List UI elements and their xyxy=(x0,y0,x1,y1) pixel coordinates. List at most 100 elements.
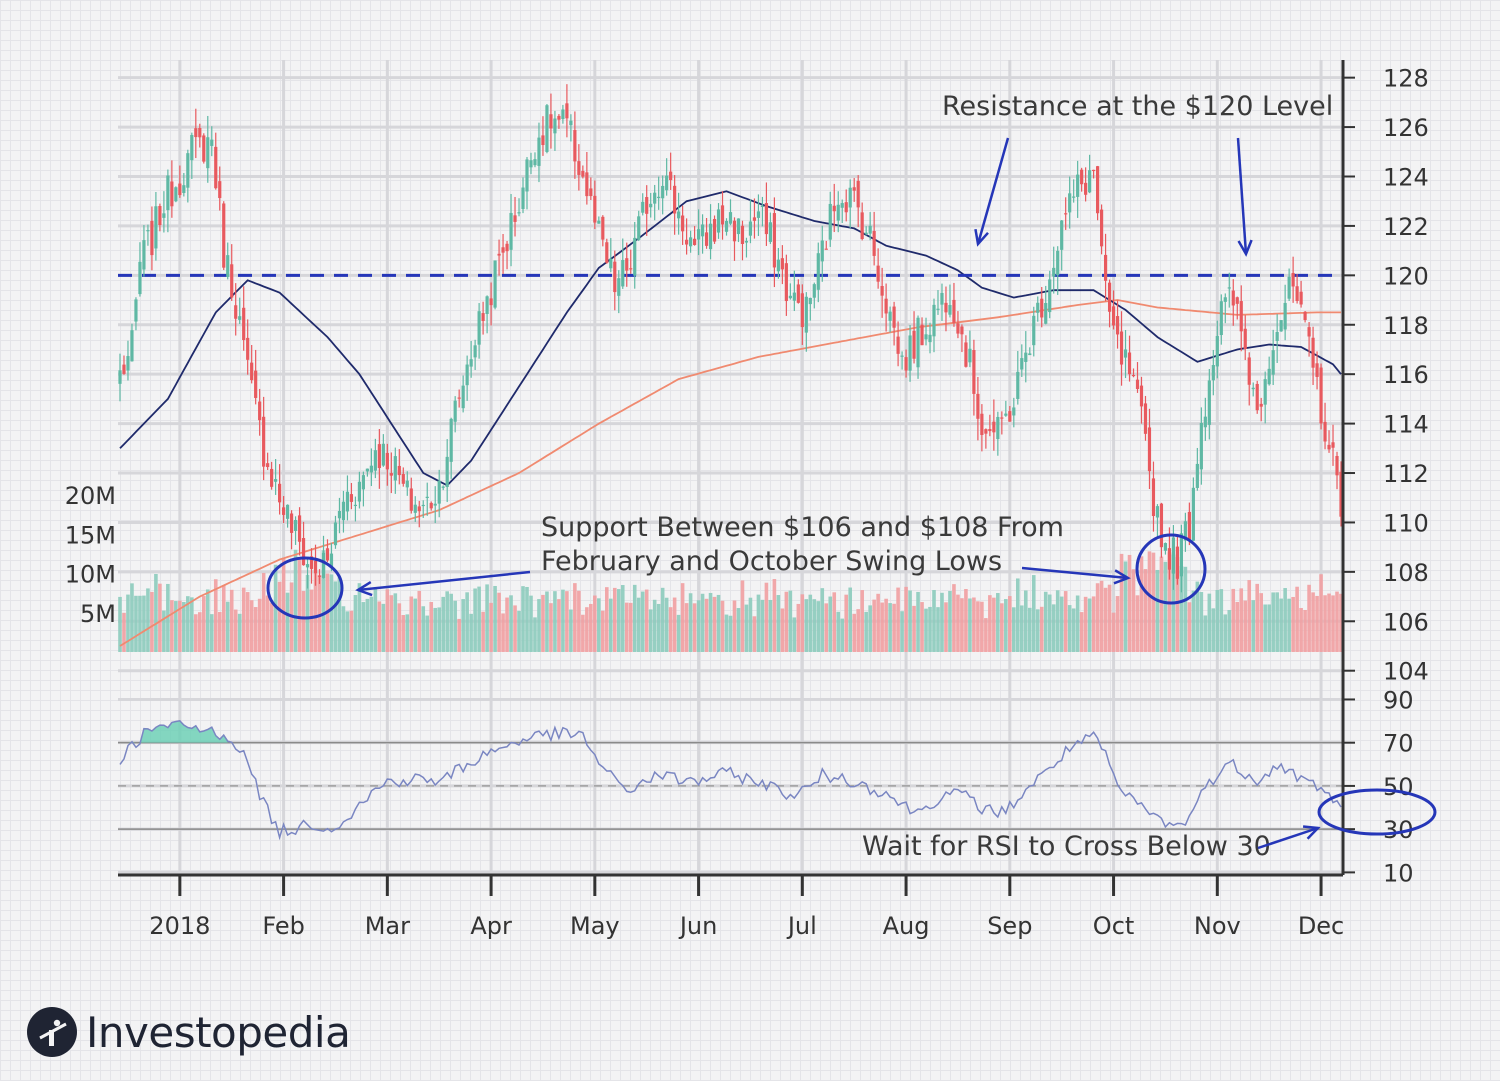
volume-bar-105 xyxy=(537,599,541,652)
candle-body-306 xyxy=(1339,471,1343,517)
brand-name: Investopedia xyxy=(86,1007,351,1057)
volume-bar-109 xyxy=(553,591,557,652)
candle-body-133 xyxy=(649,203,653,208)
candle-body-5 xyxy=(138,261,142,295)
volume-bar-184 xyxy=(852,613,856,652)
candle-body-60 xyxy=(357,481,362,502)
candle-body-112 xyxy=(565,103,569,119)
candle-body-182 xyxy=(844,202,848,213)
volume-bar-149 xyxy=(712,596,717,652)
volume-bar-44 xyxy=(293,549,298,652)
candle-body-194 xyxy=(892,306,896,328)
volume-bar-213 xyxy=(968,598,972,652)
candle-body-44 xyxy=(293,519,298,531)
volume-bar-224 xyxy=(1012,607,1016,652)
candle-body-135 xyxy=(657,196,661,199)
rsi-arrow-head xyxy=(1302,825,1321,840)
volume-bar-267 xyxy=(1183,566,1188,652)
candle-body-39 xyxy=(274,479,278,482)
candle-body-103 xyxy=(529,160,533,168)
candle-body-140 xyxy=(677,211,681,219)
candle-body-84 xyxy=(453,400,457,422)
volume-bar-111 xyxy=(561,589,565,652)
volume-bar-299 xyxy=(1311,592,1315,652)
volume-bar-169 xyxy=(792,617,797,652)
candle-body-77 xyxy=(425,496,429,498)
resistance-arrow-2-head xyxy=(1237,239,1253,257)
support-arrow-right-head xyxy=(1113,569,1131,585)
candle-body-167 xyxy=(784,263,788,302)
price-tick-label-128: 128 xyxy=(1383,65,1429,93)
candle-body-42 xyxy=(285,504,290,519)
annotation-support-line2: February and October Swing Lows xyxy=(541,546,1002,577)
volume-bar-68 xyxy=(389,595,394,652)
candle-body-102 xyxy=(525,159,529,192)
volume-bar-22 xyxy=(205,589,210,652)
volume-bar-208 xyxy=(948,590,952,652)
volume-bar-141 xyxy=(680,583,685,652)
volume-bar-74 xyxy=(413,598,418,652)
candle-body-282 xyxy=(1243,328,1247,349)
candle-body-113 xyxy=(569,120,573,126)
volume-bar-129 xyxy=(632,584,637,652)
volume-bar-88 xyxy=(469,613,473,652)
volume-bar-123 xyxy=(608,598,613,652)
volume-bar-285 xyxy=(1255,583,1260,652)
candle-body-15 xyxy=(178,183,182,196)
volume-bar-296 xyxy=(1299,607,1303,652)
volume-bar-51 xyxy=(321,550,326,652)
volume-bar-301 xyxy=(1319,574,1323,652)
month-label-7: Aug xyxy=(883,912,930,940)
candle-body-247 xyxy=(1103,254,1108,281)
volume-bar-148 xyxy=(708,592,713,652)
volume-bar-274 xyxy=(1211,608,1216,652)
candle-body-38 xyxy=(270,468,274,487)
rsi-tick-label-70: 70 xyxy=(1383,730,1414,758)
rsi-tick-label-50: 50 xyxy=(1383,773,1414,801)
volume-bar-284 xyxy=(1251,600,1256,652)
volume-bar-291 xyxy=(1279,598,1283,652)
candle-body-192 xyxy=(884,298,888,314)
volume-bar-97 xyxy=(505,597,509,652)
volume-bar-237 xyxy=(1063,591,1068,652)
volume-bar-139 xyxy=(672,597,677,652)
candle-body-61 xyxy=(361,475,365,490)
candle-body-143 xyxy=(689,237,693,247)
volume-bar-85 xyxy=(457,618,461,652)
candle-body-149 xyxy=(712,218,717,242)
candle-body-297 xyxy=(1303,311,1307,321)
volume-bar-276 xyxy=(1219,589,1224,652)
volume-bar-56 xyxy=(341,606,346,652)
volume-bar-58 xyxy=(349,610,354,652)
candle-body-122 xyxy=(605,242,609,263)
volume-bar-244 xyxy=(1091,596,1096,652)
support-circle-feb xyxy=(266,556,344,620)
volume-bar-246 xyxy=(1099,580,1104,652)
candle-body-127 xyxy=(625,258,629,271)
volume-bar-34 xyxy=(253,607,258,652)
month-label-3: Apr xyxy=(470,912,512,940)
candle-body-50 xyxy=(317,575,322,577)
candle-body-104 xyxy=(533,159,537,166)
volume-bar-207 xyxy=(944,602,948,652)
volume-bar-282 xyxy=(1243,600,1248,652)
volume-bar-107 xyxy=(545,591,549,652)
candle-body-82 xyxy=(445,456,449,487)
volume-bar-215 xyxy=(976,601,980,652)
support-arrow-left-shaft xyxy=(357,570,531,592)
volume-bar-65 xyxy=(377,601,382,652)
candle-body-115 xyxy=(577,161,581,175)
candle-body-26 xyxy=(222,203,226,268)
candle-body-137 xyxy=(665,175,669,191)
month-label-10: Nov xyxy=(1194,912,1241,940)
volume-tick-label-5M: 5M xyxy=(80,600,116,628)
volume-bar-243 xyxy=(1087,598,1092,652)
candle-body-276 xyxy=(1219,301,1223,336)
candle-body-229 xyxy=(1032,315,1036,346)
volume-bar-156 xyxy=(740,580,745,652)
candle-body-94 xyxy=(493,260,497,308)
volume-bar-278 xyxy=(1227,610,1232,652)
volume-bar-152 xyxy=(724,614,729,652)
volume-bar-239 xyxy=(1071,608,1076,652)
volume-bar-180 xyxy=(836,611,841,652)
